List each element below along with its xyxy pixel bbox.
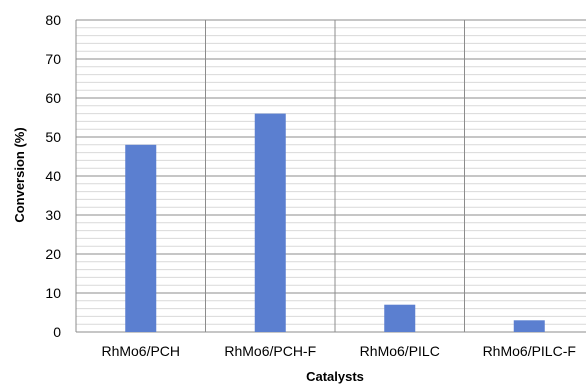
x-tick-label: RhMo6/PILC-F <box>483 343 576 359</box>
bar-rhmo6-pch <box>125 144 157 332</box>
bar-series <box>125 113 545 332</box>
y-axis-label: Conversion (%) <box>12 127 27 222</box>
y-tick-label: 50 <box>45 129 61 145</box>
x-axis-label: Catalysts <box>306 369 364 384</box>
bar-rhmo6-pilc-f <box>513 320 545 332</box>
bar-rhmo6-pilc <box>384 304 416 332</box>
x-tick-label: RhMo6/PILC <box>360 343 440 359</box>
y-tick-label: 10 <box>45 285 61 301</box>
x-axis-tick-labels: RhMo6/PCH RhMo6/PCH-F RhMo6/PILC RhMo6/PILC… <box>101 343 575 359</box>
y-tick-label: 40 <box>45 168 61 184</box>
y-tick-label: 80 <box>45 12 61 28</box>
major-gridlines <box>75 19 586 333</box>
bar-rhmo6-pch-f <box>254 113 286 332</box>
y-axis-tick-labels: 0 10 20 30 40 50 60 70 80 <box>45 12 61 340</box>
x-tick-label: RhMo6/PCH-F <box>224 343 316 359</box>
y-tick-label: 0 <box>53 324 61 340</box>
y-tick-label: 60 <box>45 90 61 106</box>
x-tick-label: RhMo6/PCH <box>101 343 180 359</box>
y-tick-label: 70 <box>45 51 61 67</box>
y-tick-label: 20 <box>45 246 61 262</box>
y-tick-label: 30 <box>45 207 61 223</box>
